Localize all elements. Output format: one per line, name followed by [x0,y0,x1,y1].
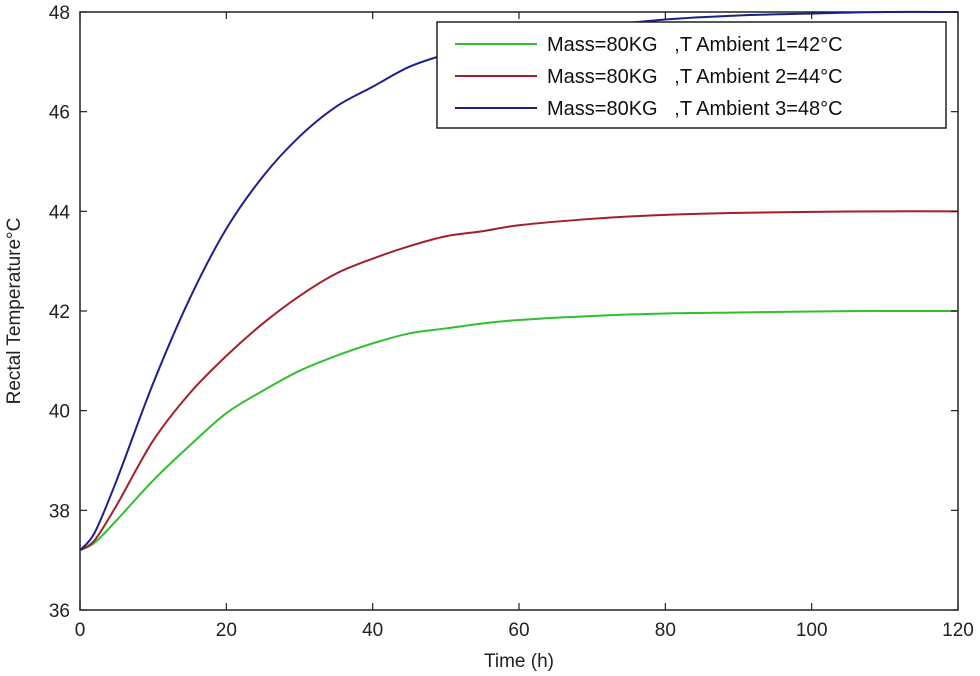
y-tick-label: 48 [49,3,70,24]
x-tick-label: 0 [75,620,86,641]
x-tick-label: 60 [508,620,529,641]
x-tick-label: 20 [216,620,237,641]
x-tick-label: 40 [362,620,383,641]
legend: Mass=80KG ,T Ambient 1=42°C Mass=80KG ,T … [436,21,947,129]
series-line-3 [79,10,959,551]
y-tick-label: 40 [49,402,70,423]
x-axis-ticks: 0 20 40 60 80 100 120 [75,12,974,641]
x-tick-label: 100 [796,620,828,641]
y-tick-label: 44 [49,202,71,223]
legend-label-1: Mass=80KG ,T Ambient 1=42°C [547,34,843,56]
x-tick-label: 80 [655,620,676,641]
y-axis-label: Rectal Temperature°C [4,218,25,405]
x-axis-label: Time (h) [484,651,554,672]
legend-label-2: Mass=80KG ,T Ambient 2=44°C [547,66,843,88]
series-layer [79,10,959,552]
series-line-1 [79,309,959,552]
legend-label-3: Mass=80KG ,T Ambient 3=48°C [547,98,843,120]
y-tick-label: 38 [49,501,70,522]
y-axis-ticks: 36 38 40 42 44 46 48 [49,3,958,622]
series-line-2 [79,210,959,552]
y-tick-label: 42 [49,302,70,323]
y-tick-label: 36 [49,601,70,622]
x-tick-label: 120 [942,620,974,641]
y-tick-label: 46 [49,103,70,124]
